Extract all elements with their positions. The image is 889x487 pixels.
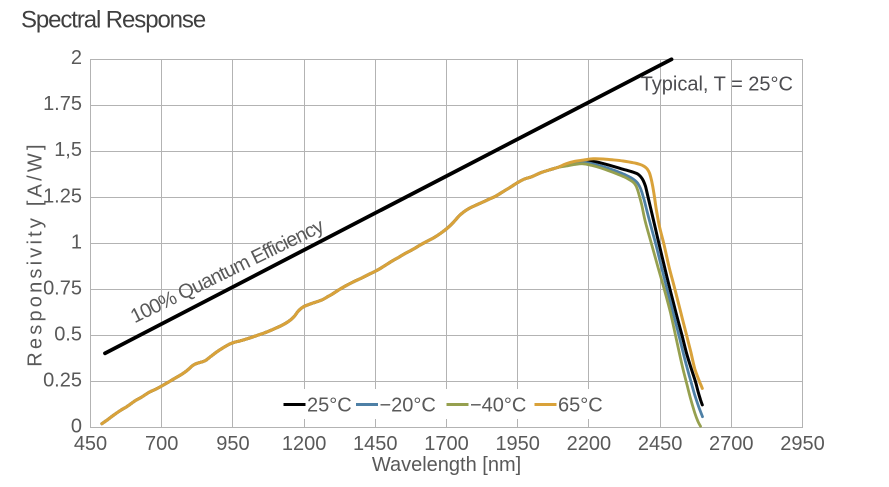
svg-text:1.75: 1.75 [43, 93, 82, 115]
svg-text:1450: 1450 [353, 433, 398, 455]
svg-text:−40°C: −40°C [470, 395, 526, 417]
svg-text:1700: 1700 [424, 433, 469, 455]
svg-text:1: 1 [71, 231, 82, 253]
svg-text:1,5: 1,5 [54, 139, 82, 161]
svg-text:0.25: 0.25 [43, 369, 82, 391]
svg-text:0.5: 0.5 [54, 323, 82, 345]
svg-text:700: 700 [145, 433, 178, 455]
svg-text:1.25: 1.25 [43, 185, 82, 207]
svg-text:0: 0 [71, 415, 82, 437]
svg-text:25°C: 25°C [307, 395, 352, 417]
svg-text:950: 950 [216, 433, 249, 455]
svg-text:0.75: 0.75 [43, 277, 82, 299]
svg-text:2450: 2450 [638, 433, 683, 455]
svg-text:65°C: 65°C [558, 395, 603, 417]
svg-text:Spectral Response: Spectral Response [21, 7, 206, 34]
svg-text:Responsivity [A/W]: Responsivity [A/W] [25, 141, 47, 366]
svg-text:Typical, T = 25°C: Typical, T = 25°C [641, 74, 793, 96]
svg-text:2200: 2200 [567, 433, 612, 455]
svg-text:−20°C: −20°C [380, 395, 436, 417]
svg-text:Wavelength [nm]: Wavelength [nm] [372, 454, 521, 476]
svg-text:2950: 2950 [780, 433, 825, 455]
svg-text:1200: 1200 [282, 433, 327, 455]
svg-text:2700: 2700 [709, 433, 754, 455]
svg-text:2: 2 [71, 47, 82, 69]
svg-text:450: 450 [74, 433, 107, 455]
svg-text:1950: 1950 [495, 433, 540, 455]
